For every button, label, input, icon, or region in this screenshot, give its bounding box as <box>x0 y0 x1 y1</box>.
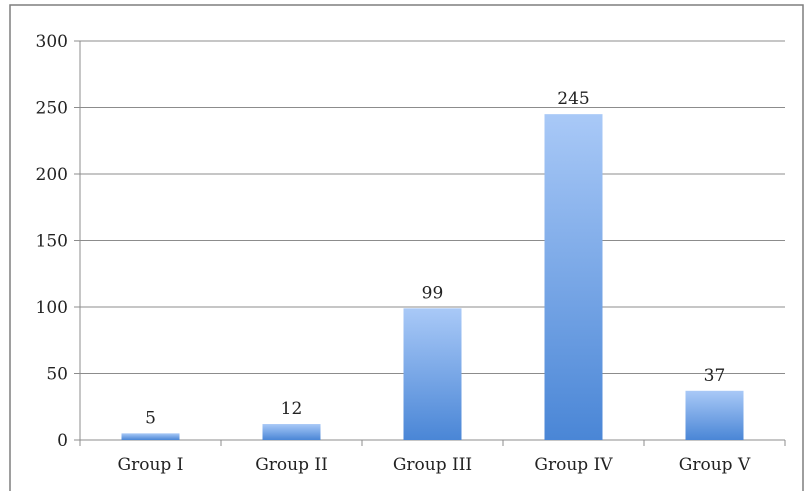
y-tick-labels: 0 50 100 150 200 250 300 <box>36 32 68 451</box>
y-tick-label-100: 100 <box>36 298 68 318</box>
chart-frame <box>9 4 804 491</box>
x-tick-labels: Group I Group II Group III Group IV Group V <box>118 455 751 475</box>
bar-4 <box>544 114 603 441</box>
x-tick-label-3: Group III <box>393 455 472 475</box>
data-label-3: 99 <box>422 283 444 303</box>
gridlines <box>80 40 785 374</box>
x-tick-label-1: Group I <box>118 455 184 475</box>
data-label-1: 5 <box>145 408 156 428</box>
bar-2 <box>262 424 321 440</box>
y-tick-label-0: 0 <box>57 431 68 451</box>
data-labels: 5 12 99 245 37 <box>145 89 725 428</box>
y-tick-label-150: 150 <box>36 232 68 252</box>
bar-1 <box>121 433 180 440</box>
x-tick-label-4: Group IV <box>534 455 613 475</box>
data-label-4: 245 <box>557 89 589 109</box>
data-label-5: 37 <box>704 366 726 386</box>
y-tick-label-250: 250 <box>36 99 68 119</box>
bars <box>121 114 744 441</box>
bar-3 <box>403 308 462 440</box>
bar-5 <box>685 390 744 440</box>
y-tick-label-50: 50 <box>46 365 68 385</box>
x-tick-label-5: Group V <box>679 455 751 475</box>
y-tick-label-200: 200 <box>36 165 68 185</box>
y-tick-label-300: 300 <box>36 32 68 52</box>
x-tick-label-2: Group II <box>255 455 328 475</box>
data-label-2: 12 <box>281 399 303 419</box>
